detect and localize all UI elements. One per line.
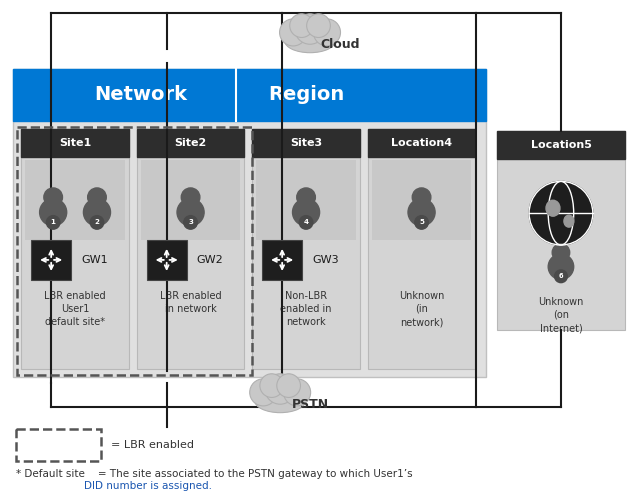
- Circle shape: [84, 199, 111, 226]
- Bar: [21, 128, 129, 157]
- Circle shape: [529, 181, 593, 245]
- Text: Cloud: Cloud: [320, 38, 360, 51]
- Circle shape: [280, 19, 307, 46]
- Text: Site3: Site3: [290, 138, 322, 148]
- Circle shape: [295, 14, 325, 44]
- Circle shape: [552, 244, 570, 261]
- Circle shape: [307, 14, 330, 38]
- Circle shape: [284, 379, 311, 406]
- Text: Region: Region: [268, 85, 344, 104]
- Bar: [252, 128, 360, 370]
- Circle shape: [299, 216, 313, 229]
- Circle shape: [277, 374, 300, 398]
- Text: GW1: GW1: [81, 255, 107, 265]
- Text: DID number is assigned.: DID number is assigned.: [84, 481, 212, 491]
- Bar: [26, 161, 125, 240]
- Text: PSTN: PSTN: [291, 398, 328, 411]
- Circle shape: [90, 216, 104, 229]
- Ellipse shape: [546, 200, 560, 216]
- Bar: [13, 69, 486, 121]
- Bar: [137, 128, 244, 157]
- Text: 1: 1: [50, 219, 56, 225]
- Text: Unknown
(on
Internet): Unknown (on Internet): [538, 297, 583, 333]
- Circle shape: [296, 188, 316, 206]
- Bar: [497, 130, 625, 329]
- Circle shape: [412, 188, 431, 206]
- Circle shape: [88, 188, 106, 206]
- Text: Non-LBR
enabled in
network: Non-LBR enabled in network: [281, 291, 332, 327]
- Bar: [368, 128, 475, 157]
- Circle shape: [181, 188, 200, 206]
- Text: * Default site    = The site associated to the PSTN gateway to which User1’s: * Default site = The site associated to …: [17, 469, 413, 479]
- Text: LBR enabled
in network: LBR enabled in network: [160, 291, 221, 314]
- Bar: [252, 128, 360, 157]
- Text: Network: Network: [95, 85, 187, 104]
- Circle shape: [260, 374, 284, 398]
- Bar: [141, 161, 240, 240]
- Ellipse shape: [284, 29, 335, 53]
- Bar: [147, 240, 187, 280]
- Circle shape: [293, 199, 320, 226]
- Text: = LBR enabled: = LBR enabled: [111, 440, 194, 450]
- Bar: [31, 240, 71, 280]
- Circle shape: [415, 216, 428, 229]
- Text: Unknown
(in
network): Unknown (in network): [399, 291, 444, 327]
- Circle shape: [250, 379, 277, 406]
- Text: 6: 6: [558, 273, 563, 279]
- Bar: [17, 126, 252, 375]
- Bar: [137, 128, 244, 370]
- Text: GW2: GW2: [197, 255, 223, 265]
- Circle shape: [177, 199, 204, 226]
- Ellipse shape: [255, 389, 305, 412]
- Circle shape: [408, 199, 435, 226]
- Bar: [13, 69, 486, 377]
- Bar: [497, 130, 625, 159]
- Circle shape: [548, 254, 574, 280]
- Text: Site1: Site1: [59, 138, 91, 148]
- Circle shape: [47, 216, 60, 229]
- Circle shape: [265, 374, 295, 404]
- Bar: [262, 240, 302, 280]
- Bar: [368, 128, 475, 370]
- Bar: [372, 161, 472, 240]
- Text: 5: 5: [419, 219, 424, 225]
- Circle shape: [289, 14, 313, 38]
- Bar: [17, 429, 101, 461]
- Circle shape: [184, 216, 197, 229]
- Text: Location4: Location4: [391, 138, 452, 148]
- Circle shape: [555, 270, 567, 283]
- Text: GW3: GW3: [312, 255, 339, 265]
- Bar: [21, 128, 129, 370]
- Text: Location5: Location5: [530, 140, 591, 150]
- Bar: [256, 161, 356, 240]
- Ellipse shape: [564, 215, 574, 227]
- Circle shape: [40, 199, 66, 226]
- Circle shape: [44, 188, 63, 206]
- Text: 4: 4: [304, 219, 309, 225]
- Circle shape: [313, 19, 341, 46]
- Text: Site2: Site2: [174, 138, 206, 148]
- Text: 3: 3: [188, 219, 193, 225]
- Text: LBR enabled
User1
default site*: LBR enabled User1 default site*: [44, 291, 106, 327]
- Text: 2: 2: [95, 219, 100, 225]
